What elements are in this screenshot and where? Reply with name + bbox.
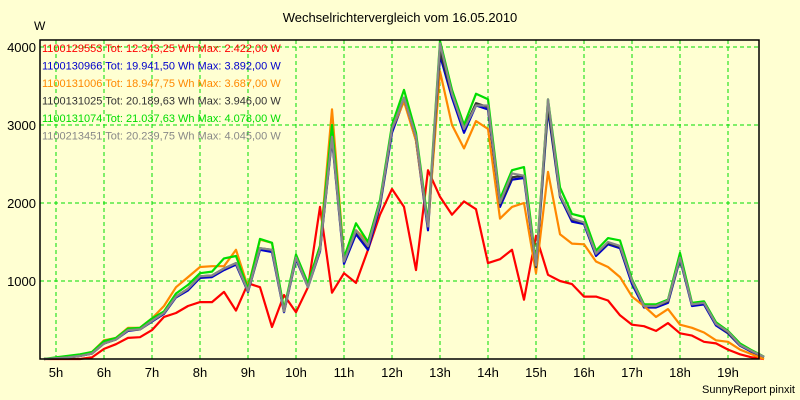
series-lines — [43, 39, 765, 361]
y-axis-label: W — [34, 19, 46, 33]
x-tick-label: 19h — [717, 365, 739, 380]
legend-entry: 1100131006 Tot: 18.947,75 Wh Max: 3.687,… — [42, 78, 281, 90]
x-tick-label: 14h — [477, 365, 499, 380]
plot-frame — [39, 39, 760, 360]
legend: 1100129553 Tot: 12.343,25 Wh Max: 2.422,… — [42, 43, 281, 143]
y-tick-label: 1000 — [7, 274, 36, 289]
legend-entry: 1100131074 Tot: 21.037,63 Wh Max: 4.078,… — [42, 113, 281, 125]
x-tick-label: 17h — [621, 365, 643, 380]
y-tick-label: 2000 — [7, 196, 36, 211]
x-tick-label: 13h — [429, 365, 451, 380]
legend-entry: 1100130966 Tot: 19.941,50 Wh Max: 3.892,… — [42, 61, 281, 73]
grid — [40, 40, 759, 359]
y-tick-labels: 1000 2000 3000 4000 — [7, 40, 36, 289]
footer-credit: SunnyReport pinxit — [702, 384, 795, 396]
legend-entry: 1100131025 Tot: 20.189,63 Wh Max: 3.946,… — [42, 96, 281, 108]
y-tick-label: 3000 — [7, 118, 36, 133]
series-line — [43, 42, 765, 361]
x-tick-label: 9h — [241, 365, 255, 380]
legend-entry: 1100213451 Tot: 20.239,75 Wh Max: 4.045,… — [42, 131, 281, 143]
x-tick-label: 7h — [145, 365, 159, 380]
x-tick-labels: 5h 6h 7h 8h 9h 10h 11h 12h 13h 14h 15h 16h 17h 18h 19h — [49, 365, 739, 380]
x-tick-label: 10h — [285, 365, 307, 380]
legend-entry: 1100129553 Tot: 12.343,25 Wh Max: 2.422,… — [42, 43, 281, 55]
x-tick-label: 8h — [193, 365, 207, 380]
x-tick-label: 12h — [381, 365, 403, 380]
x-tick-label: 16h — [573, 365, 595, 380]
x-tick-label: 18h — [669, 365, 691, 380]
x-tick-label: 11h — [334, 365, 355, 380]
x-tick-label: 5h — [49, 365, 63, 380]
series-line — [44, 169, 765, 361]
x-tick-label: 6h — [97, 365, 111, 380]
chart-title: Wechselrichtervergleich vom 16.05.2010 — [283, 10, 518, 25]
x-tick-label: 15h — [525, 365, 547, 380]
y-tick-label: 4000 — [7, 40, 36, 55]
